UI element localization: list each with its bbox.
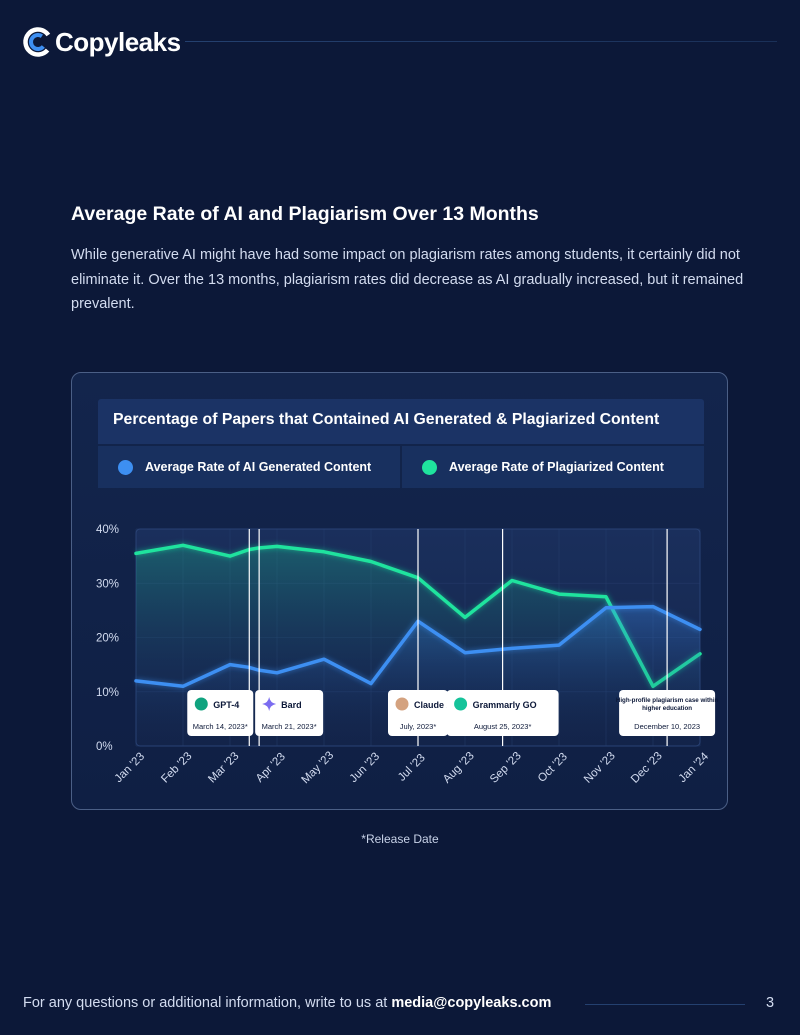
page-number: 3 xyxy=(766,995,775,1011)
event-date: August 25, 2023* xyxy=(474,722,532,731)
event-name: Claude 2 xyxy=(414,700,452,710)
contact-email-link[interactable]: media@copyleaks.com xyxy=(391,995,552,1011)
x-tick-label: Dec '23 xyxy=(629,750,665,786)
x-tick-label: Apr '23 xyxy=(254,751,288,785)
event-date: December 10, 2023 xyxy=(634,722,700,731)
event-label: High-profile plagiarism case withinhighe… xyxy=(616,690,719,736)
chart-legend: Average Rate of AI Generated Content Ave… xyxy=(98,446,704,488)
x-tick-label: Feb '23 xyxy=(159,750,194,785)
event-label-box xyxy=(619,690,716,736)
grammarly-icon xyxy=(454,697,468,711)
y-tick-label: 10% xyxy=(96,687,119,699)
x-tick-label: Nov '23 xyxy=(582,750,618,786)
legend-swatch-plagiarism xyxy=(422,459,437,475)
event-date: March 14, 2023* xyxy=(193,722,248,731)
x-tick-label: Jan '23 xyxy=(113,751,147,785)
event-label: Grammarly GO August 25, 2023* xyxy=(446,690,559,736)
y-tick-label: 30% xyxy=(96,578,119,590)
legend-item-ai: Average Rate of AI Generated Content xyxy=(98,446,400,488)
x-tick-label: Mar '23 xyxy=(206,750,241,785)
copyleaks-logo-icon xyxy=(23,27,53,57)
x-tick-label: Aug '23 xyxy=(441,750,477,786)
x-tick-label: Oct '23 xyxy=(536,751,570,785)
event-date: July, 2023* xyxy=(400,722,437,731)
chart-title-bar: Percentage of Papers that Contained AI G… xyxy=(98,399,704,444)
x-tick-label: Jun '23 xyxy=(348,751,382,785)
header-divider xyxy=(185,41,777,42)
y-tick-label: 0% xyxy=(96,741,113,753)
brand-name: Copyleaks xyxy=(55,27,181,57)
event-label: Claude 2 July, 2023* xyxy=(388,690,452,736)
footer-contact: For any questions or additional informat… xyxy=(23,995,551,1011)
header: Copyleaks xyxy=(0,0,800,90)
x-tick-label: May '23 xyxy=(300,750,337,787)
x-tick-label: Jan '24 xyxy=(677,750,712,785)
sparkle-shape xyxy=(262,697,277,711)
plagiarism-series-line xyxy=(134,543,702,689)
event-name: Grammarly GO xyxy=(473,700,537,710)
release-date-footnote: *Release Date xyxy=(361,832,439,846)
event-label-box xyxy=(446,690,559,736)
event-name: higher education xyxy=(642,705,692,712)
event-label: GPT-4 March 14, 2023* xyxy=(187,690,254,736)
event-label: Bard March 21, 2023* xyxy=(255,690,324,736)
x-tick-label: Jul '23 xyxy=(396,752,428,784)
event-name: GPT-4 xyxy=(213,700,239,710)
event-date: March 21, 2023* xyxy=(262,722,317,731)
event-name: Bard xyxy=(281,700,302,710)
event-name: High-profile plagiarism case within xyxy=(616,697,719,704)
footer-divider xyxy=(585,1004,745,1005)
legend-swatch-ai xyxy=(118,459,133,475)
legend-item-plagiarism: Average Rate of Plagiarized Content xyxy=(402,446,704,488)
line-chart: 0% 10% 20% 30% 40% GPT-4 March 14, 2023* Bard Ma… xyxy=(96,524,719,787)
x-tick-label: Sep '23 xyxy=(488,750,524,786)
ai-series-line xyxy=(134,604,702,689)
y-tick-label: 40% xyxy=(96,524,119,536)
openai-icon xyxy=(194,697,208,711)
copyleaks-logo[interactable]: Copyleaks xyxy=(22,26,181,58)
legend-label-plagiarism: Average Rate of Plagiarized Content xyxy=(449,460,664,474)
footer-text: For any questions or additional informat… xyxy=(23,995,392,1011)
section-body: While generative AI might have had some … xyxy=(71,247,744,312)
section-title: Average Rate of AI and Plagiarism Over 1… xyxy=(71,203,539,225)
y-tick-label: 20% xyxy=(96,633,119,645)
legend-label-ai: Average Rate of AI Generated Content xyxy=(145,460,372,474)
chart-title: Percentage of Papers that Contained AI G… xyxy=(113,411,660,428)
anthropic-icon xyxy=(395,697,409,711)
